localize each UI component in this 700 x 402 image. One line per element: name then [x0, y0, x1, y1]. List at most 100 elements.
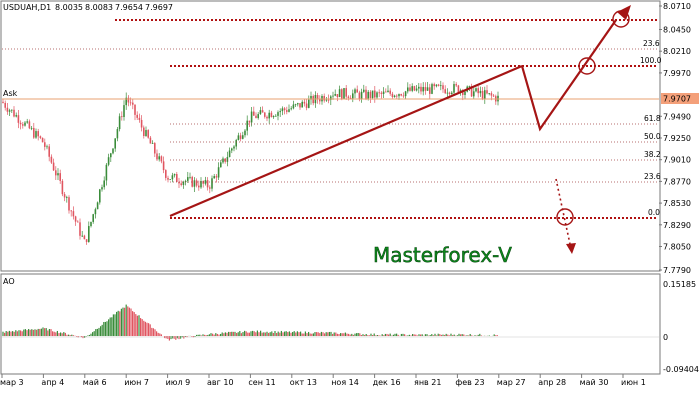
ao-histogram: [2, 304, 498, 341]
target-circle-bottom: [556, 208, 574, 226]
candle-body: [35, 131, 37, 138]
candle-body: [360, 91, 363, 99]
candle-body: [308, 99, 310, 108]
candle-body: [407, 87, 409, 92]
time-tick-label: фев 23: [455, 378, 484, 387]
price-tick-label: 8.0210: [663, 47, 691, 56]
candle-body: [453, 84, 455, 93]
candle-body: [182, 182, 185, 185]
candle-body: [261, 110, 264, 113]
candle-body: [433, 84, 435, 87]
candle-body: [477, 88, 479, 94]
candle-body: [24, 122, 26, 126]
candle-body: [171, 175, 174, 180]
candle-body: [180, 183, 182, 185]
candle-body: [363, 89, 365, 92]
candle-body: [149, 137, 152, 144]
candle-body: [286, 110, 288, 112]
candle-body: [66, 197, 68, 198]
candle-body: [479, 90, 482, 94]
candle-body: [162, 161, 165, 171]
candle-body: [215, 176, 218, 178]
price-tick-label: 7.8530: [663, 199, 691, 208]
candle-body: [74, 216, 77, 222]
candle-body: [492, 95, 495, 97]
time-tick-label: дек 16: [373, 378, 401, 387]
ohlc-low: 7.9654: [115, 3, 143, 12]
candle-body: [33, 127, 35, 138]
candle-body: [226, 157, 229, 162]
candle-body: [90, 221, 92, 227]
candle-body: [72, 211, 75, 217]
brand-watermark: Masterforex-V: [373, 243, 512, 267]
candle-body: [140, 119, 143, 128]
candle-body: [246, 120, 248, 131]
candle-body: [356, 89, 358, 93]
candle-body: [17, 115, 20, 123]
candle-body: [11, 109, 13, 111]
candle-body: [354, 89, 356, 94]
ao-top-value: 0.15185: [663, 280, 696, 289]
candle-body: [382, 91, 385, 94]
candle-body: [220, 162, 222, 168]
time-tick-label: май 30: [580, 378, 609, 387]
ao-zero-value: 0: [663, 333, 668, 342]
candle-body: [57, 173, 59, 176]
candle-body: [349, 97, 352, 99]
candle-body: [70, 210, 72, 212]
candle-body: [440, 85, 442, 87]
candle-body: [103, 180, 105, 188]
candle-body: [338, 89, 341, 98]
candle-body: [446, 92, 449, 94]
candle-body: [165, 170, 167, 178]
ohlc-open: 8.0035: [55, 3, 83, 12]
candle-body: [253, 111, 255, 116]
candle-body: [347, 96, 350, 98]
candle-body: [125, 97, 127, 106]
candle-body: [297, 103, 299, 105]
candle-body: [217, 167, 220, 178]
candle-body: [211, 178, 213, 189]
candle-body: [404, 91, 407, 97]
time-tick-label: июн 1: [621, 378, 646, 387]
price-tick-label: 7.9490: [663, 112, 691, 121]
candle-body: [369, 91, 372, 98]
candle-body: [244, 130, 246, 136]
time-tick-label: ноя 14: [331, 378, 359, 387]
candle-body: [116, 129, 119, 139]
candle-body: [294, 104, 297, 106]
candle-body: [118, 116, 121, 130]
candle-body: [61, 180, 64, 195]
candle-body: [63, 194, 66, 198]
candle-body: [391, 93, 394, 97]
ohlc-close: 7.9697: [145, 3, 173, 12]
candle-body: [464, 91, 466, 95]
candle-body: [239, 135, 242, 139]
price-axis: 8.0710 8.0450 8.0210 7.9970 7.9490 7.9250 7.90…: [659, 2, 691, 275]
candle-body: [330, 96, 332, 100]
down-dotted-path: [555, 178, 571, 245]
candle-body: [85, 239, 88, 242]
candle-body: [8, 110, 11, 112]
candle-body: [173, 174, 176, 176]
candle-body: [189, 176, 191, 178]
candle-body: [429, 87, 431, 94]
time-tick-label: авг 10: [207, 378, 234, 387]
fib-label-23-6-upper: 23.6: [643, 39, 660, 48]
candle-body: [396, 95, 398, 97]
candle-body: [457, 85, 460, 93]
candle-body: [473, 91, 475, 97]
candle-body: [336, 94, 339, 98]
candle-body: [22, 124, 24, 126]
candle-body: [486, 90, 488, 94]
candle-body: [112, 148, 114, 154]
candle-body: [310, 95, 312, 100]
candle-body: [167, 177, 169, 180]
candle-body: [224, 158, 226, 162]
candle-body: [266, 116, 268, 119]
ask-label: Ask: [3, 89, 18, 98]
candle-body: [198, 185, 200, 188]
candle-body: [200, 181, 202, 188]
candle-body: [88, 226, 90, 242]
